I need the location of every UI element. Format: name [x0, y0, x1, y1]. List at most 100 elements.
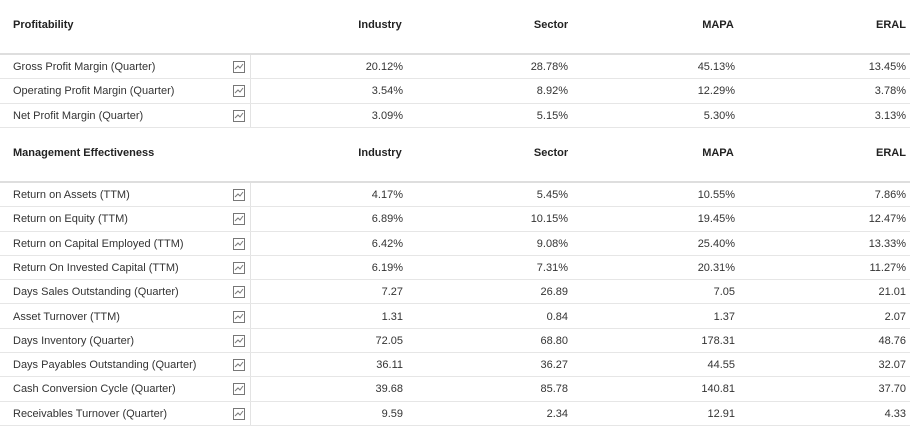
chart-icon-graphic	[233, 359, 245, 372]
column-divider	[250, 79, 251, 104]
cell-value: 7.05	[713, 286, 735, 299]
chart-icon-graphic	[233, 237, 245, 250]
chart-icon[interactable]	[233, 109, 245, 122]
cell-value: 12.47%	[868, 213, 906, 226]
row-divider	[0, 352, 910, 353]
column-divider	[250, 103, 251, 128]
cell-value: 7.86%	[874, 189, 906, 202]
chart-icon[interactable]	[233, 85, 245, 98]
cell-value: 0.84	[546, 310, 568, 323]
row-label: Cash Conversion Cycle (Quarter)	[13, 383, 176, 396]
chart-icon[interactable]	[233, 383, 245, 396]
chart-icon-graphic	[233, 61, 245, 74]
cell-value: 6.89%	[371, 213, 403, 226]
chart-icon-graphic	[233, 310, 245, 323]
cell-value: 5.30%	[703, 109, 735, 122]
cell-value: 21.01	[878, 286, 906, 299]
chart-icon[interactable]	[233, 213, 245, 226]
row-divider	[0, 400, 910, 402]
cell-value: 20.12%	[365, 61, 403, 74]
column-header: Sector	[533, 19, 569, 31]
row-label: Return on Assets (TTM)	[13, 189, 130, 202]
row-divider	[0, 126, 910, 128]
cell-value: 48.76	[878, 334, 906, 347]
cell-value: 8.92%	[536, 85, 568, 98]
row-label: Return on Equity (TTM)	[13, 213, 128, 226]
column-header: MAPA	[702, 19, 734, 31]
chart-icon-graphic	[233, 407, 245, 420]
cell-value: 3.54%	[371, 85, 403, 98]
chart-icon-graphic	[233, 261, 245, 274]
cell-value: 36.27	[540, 359, 568, 372]
cell-value: 72.05	[375, 334, 403, 347]
chart-icon[interactable]	[233, 237, 245, 250]
row-label: Days Sales Outstanding (Quarter)	[13, 286, 179, 299]
chart-icon[interactable]	[233, 310, 245, 323]
column-header: Sector	[533, 146, 569, 159]
header-divider	[0, 180, 910, 183]
cell-value: 13.33%	[868, 237, 906, 250]
chart-icon[interactable]	[233, 286, 245, 299]
row-label: Return On Invested Capital (TTM)	[13, 261, 179, 274]
row-divider	[0, 424, 910, 426]
cell-value: 3.09%	[371, 109, 403, 122]
chart-icon[interactable]	[233, 261, 245, 274]
chart-icon-graphic	[233, 109, 245, 122]
chart-icon-graphic	[233, 383, 245, 396]
row-label: Days Payables Outstanding (Quarter)	[13, 359, 197, 372]
row-divider	[0, 78, 910, 80]
column-divider	[250, 255, 251, 281]
cell-value: 6.19%	[371, 261, 403, 274]
cell-value: 3.13%	[874, 109, 906, 122]
row-label: Return on Capital Employed (TTM)	[13, 237, 184, 250]
row-divider	[0, 279, 910, 281]
cell-value: 178.31	[701, 334, 735, 347]
section-title: Management Effectiveness	[13, 146, 155, 159]
cell-value: 32.07	[878, 359, 906, 372]
chart-icon[interactable]	[233, 61, 245, 74]
cell-value: 19.45%	[697, 213, 735, 226]
column-header: Industry	[358, 19, 402, 31]
chart-icon[interactable]	[233, 189, 245, 202]
chart-icon-graphic	[233, 189, 245, 202]
column-divider	[250, 55, 251, 80]
row-label: Gross Profit Margin (Quarter)	[13, 61, 156, 74]
column-divider	[250, 280, 251, 305]
cell-value: 1.37	[713, 310, 735, 323]
row-divider	[0, 254, 910, 256]
cell-value: 7.27	[381, 286, 403, 299]
cell-value: 20.31%	[697, 261, 735, 274]
row-divider	[0, 376, 910, 378]
cell-value: 85.78	[540, 383, 568, 396]
chart-icon-graphic	[233, 286, 245, 299]
cell-value: 5.15%	[536, 109, 568, 122]
row-divider	[0, 230, 910, 232]
row-divider	[0, 206, 910, 208]
cell-value: 12.29%	[697, 85, 735, 98]
chart-icon[interactable]	[233, 334, 245, 347]
cell-value: 28.78%	[530, 61, 568, 74]
column-divider	[250, 401, 251, 426]
cell-value: 7.31%	[536, 261, 568, 274]
column-divider	[250, 304, 251, 329]
cell-value: 13.45%	[868, 61, 906, 74]
cell-value: 4.33	[884, 407, 906, 420]
chart-icon[interactable]	[233, 359, 245, 372]
cell-value: 44.55	[707, 359, 735, 372]
cell-value: 1.31	[381, 310, 403, 323]
column-divider	[250, 353, 251, 378]
row-divider	[0, 102, 910, 104]
row-label: Asset Turnover (TTM)	[13, 310, 120, 323]
cell-value: 37.70	[878, 383, 906, 396]
cell-value: 4.17%	[371, 189, 403, 202]
cell-value: 45.13%	[697, 61, 735, 74]
column-divider	[250, 182, 251, 208]
section-title: Profitability	[13, 19, 74, 31]
chart-icon[interactable]	[233, 407, 245, 420]
cell-value: 9.59	[381, 407, 403, 420]
cell-value: 5.45%	[536, 189, 568, 202]
cell-value: 9.08%	[536, 237, 568, 250]
row-label: Receivables Turnover (Quarter)	[13, 407, 168, 420]
cell-value: 25.40%	[697, 237, 735, 250]
